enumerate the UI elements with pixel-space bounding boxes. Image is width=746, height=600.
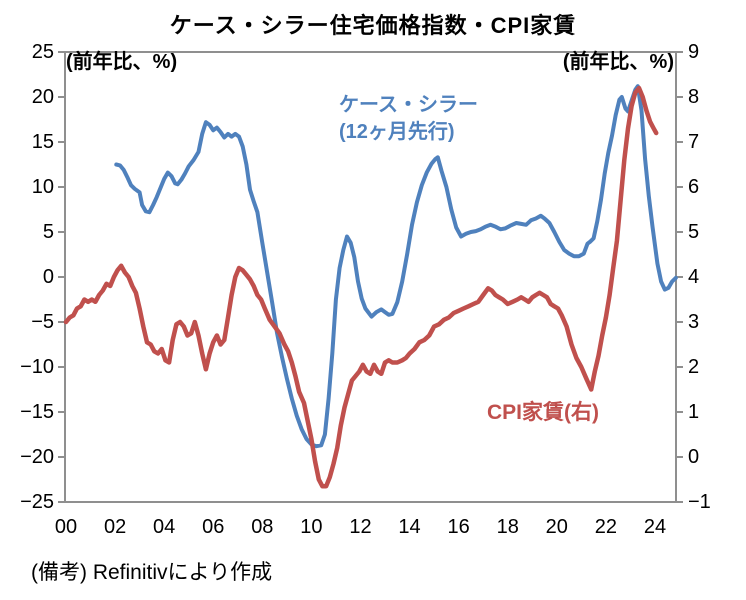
case-shiller-legend-line2: (12ヶ月先行) bbox=[339, 121, 455, 143]
x-axis-label: 04 bbox=[153, 516, 175, 538]
right-axis-tick-label: 2 bbox=[688, 356, 699, 378]
x-axis-label: 14 bbox=[398, 516, 420, 538]
right-axis-tick-label: 8 bbox=[688, 86, 699, 108]
case-shiller-legend-line1: ケース・シラー bbox=[339, 94, 478, 116]
x-axis-label: 16 bbox=[448, 516, 470, 538]
left-axis-tick-label: 0 bbox=[43, 266, 54, 288]
right-axis-tick-label: 1 bbox=[688, 401, 699, 423]
cpi-rent-line bbox=[63, 85, 659, 489]
x-axis-label: 02 bbox=[104, 516, 126, 538]
x-axis-label: 10 bbox=[300, 516, 322, 538]
right-axis-unit-label: (前年比、%) bbox=[562, 51, 674, 73]
left-axis-tick-label: −15 bbox=[20, 401, 54, 423]
left-axis-tick-label: −25 bbox=[20, 491, 54, 513]
right-axis-tick-label: 6 bbox=[688, 176, 699, 198]
x-axis-label: 06 bbox=[202, 516, 224, 538]
x-axis-label: 18 bbox=[497, 516, 519, 538]
left-axis-tick-label: −20 bbox=[20, 446, 54, 468]
right-axis-tick-label: 3 bbox=[688, 311, 699, 333]
left-axis-unit-label: (前年比、%) bbox=[66, 51, 178, 73]
left-axis-tick-label: −10 bbox=[20, 356, 54, 378]
case-shiller-line bbox=[114, 84, 678, 449]
source-note: (備考) Refinitivにより作成 bbox=[31, 561, 273, 584]
right-axis-tick-label: −1 bbox=[688, 491, 711, 513]
x-axis-label: 22 bbox=[595, 516, 617, 538]
case-shiller-legend: ケース・シラー (12ヶ月先行) bbox=[339, 92, 478, 146]
left-axis-tick-label: −5 bbox=[31, 311, 54, 333]
right-axis-tick-label: 7 bbox=[688, 131, 699, 153]
x-axis-label: 20 bbox=[546, 516, 568, 538]
right-axis-tick-label: 9 bbox=[688, 41, 699, 63]
chart-title: ケース・シラー住宅価格指数・CPI家賃 bbox=[169, 13, 577, 38]
right-axis-tick-label: 4 bbox=[688, 266, 699, 288]
right-axis-tick-label: 0 bbox=[688, 446, 699, 468]
left-axis-tick-label: 5 bbox=[43, 221, 54, 243]
x-axis-label: 24 bbox=[644, 516, 666, 538]
right-axis-tick-label: 5 bbox=[688, 221, 699, 243]
left-axis-tick-label: 15 bbox=[32, 131, 54, 153]
cpi-rent-legend: CPI家賃(右) bbox=[487, 401, 599, 424]
left-axis-tick-label: 25 bbox=[32, 41, 54, 63]
left-axis-tick-label: 10 bbox=[32, 176, 54, 198]
x-axis-label: 00 bbox=[55, 516, 77, 538]
x-axis-label: 08 bbox=[251, 516, 273, 538]
x-axis-label: 12 bbox=[349, 516, 371, 538]
left-axis-tick-label: 20 bbox=[32, 86, 54, 108]
